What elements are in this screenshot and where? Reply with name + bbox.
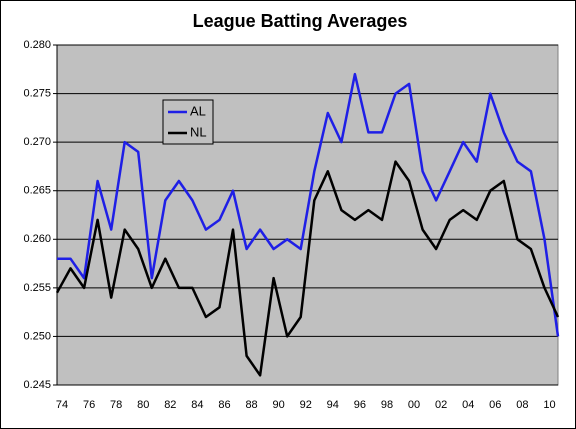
x-tick-label: 90 (273, 399, 285, 411)
legend-label: NL (190, 124, 207, 139)
y-tick-label: 0.250 (23, 330, 51, 342)
x-tick-label: 10 (543, 399, 555, 411)
chart-title: League Batting Averages (193, 11, 408, 31)
x-tick-label: 78 (110, 399, 122, 411)
y-tick-label: 0.245 (23, 379, 51, 391)
x-tick-label: 92 (300, 399, 312, 411)
x-tick-label: 84 (191, 399, 203, 411)
y-tick-label: 0.275 (23, 87, 51, 99)
legend-label: AL (190, 103, 206, 118)
x-tick-label: 00 (408, 399, 420, 411)
x-tick-label: 86 (218, 399, 230, 411)
x-tick-label: 80 (137, 399, 149, 411)
series-line (55, 160, 560, 377)
x-tick-label: 82 (164, 399, 176, 411)
y-tick-label: 0.265 (23, 185, 51, 197)
x-tick-label: 04 (462, 399, 474, 411)
x-tick-label: 74 (56, 399, 68, 411)
y-tick-label: 0.270 (23, 136, 51, 148)
x-tick-label: 08 (516, 399, 528, 411)
x-tick-label: 98 (381, 399, 393, 411)
y-tick-label: 0.260 (23, 233, 51, 245)
x-tick-label: 88 (245, 399, 257, 411)
x-tick-label: 94 (327, 399, 339, 411)
x-tick-label: 02 (435, 399, 447, 411)
legend-box (162, 99, 214, 145)
y-tick-label: 0.280 (23, 39, 51, 51)
x-tick-label: 96 (354, 399, 366, 411)
y-tick-label: 0.255 (23, 282, 51, 294)
series-line (57, 72, 560, 337)
x-tick-label: 06 (489, 399, 501, 411)
x-tick-label: 76 (83, 399, 95, 411)
